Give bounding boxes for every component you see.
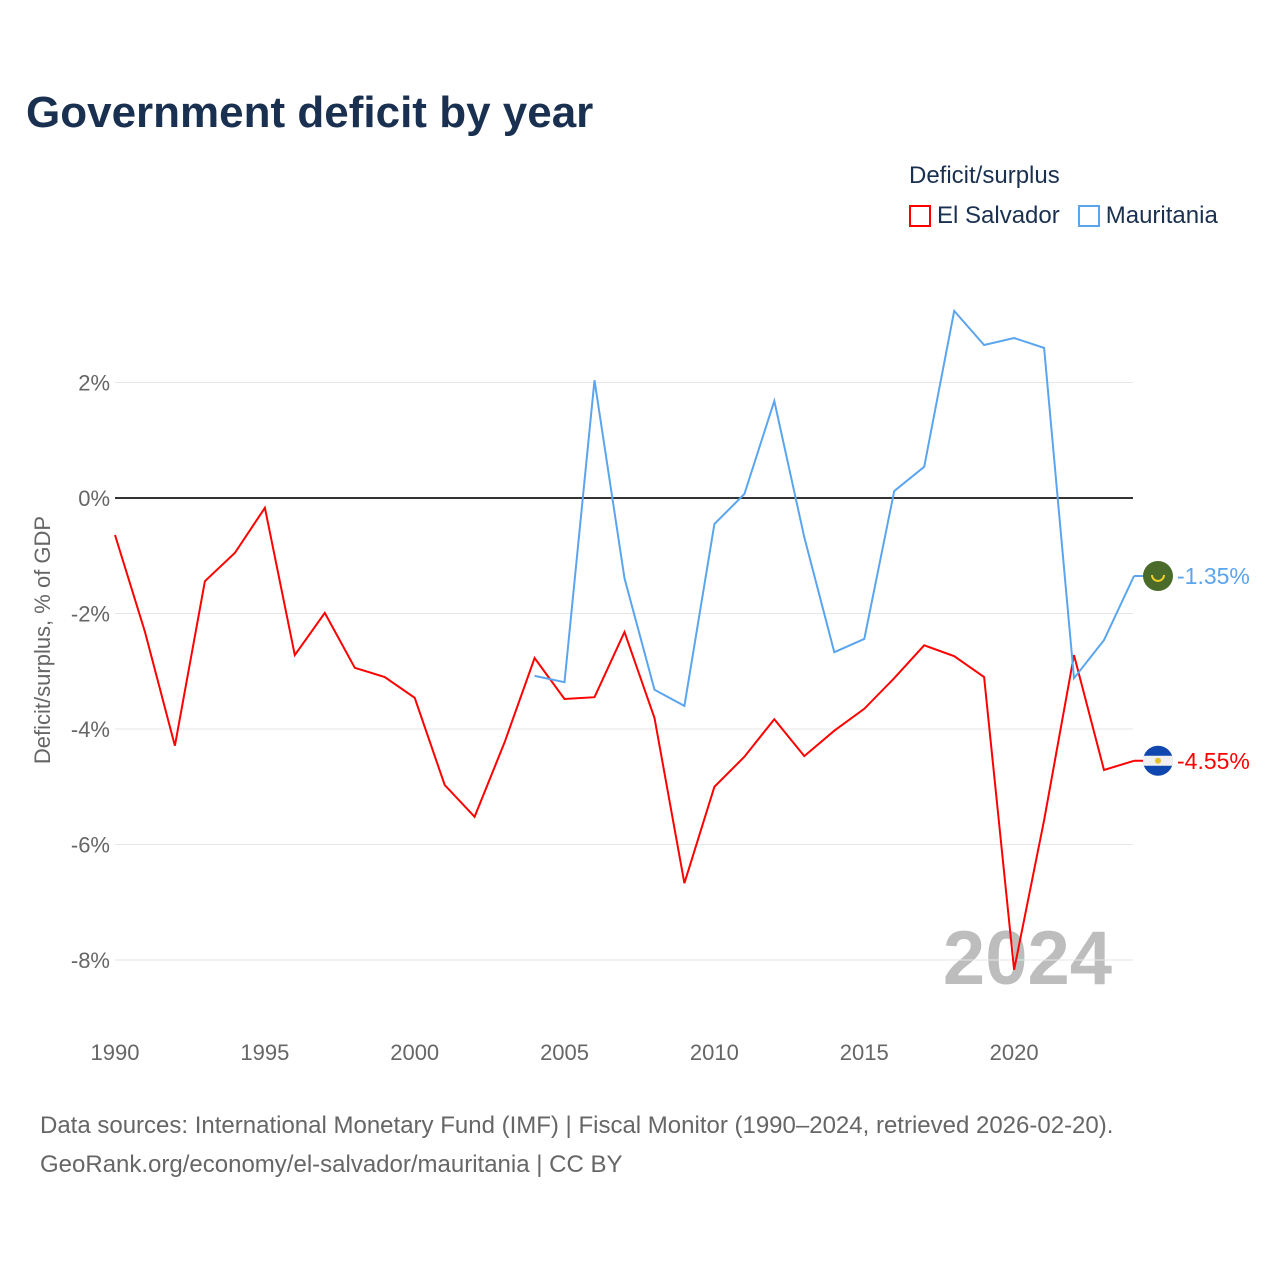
x-tick-label: 2010 xyxy=(690,1040,739,1065)
end-value-label: -1.35% xyxy=(1177,563,1250,589)
x-tick-label: 1995 xyxy=(240,1040,289,1065)
legend-swatch xyxy=(1077,205,1100,227)
source-text: Data sources: International Monetary Fun… xyxy=(40,1112,1114,1139)
y-tick-label: -2% xyxy=(71,602,110,627)
footer: Data sources: International Monetary Fun… xyxy=(40,1106,1113,1184)
legend-title: Deficit/surplus xyxy=(909,162,1060,189)
x-tick-label: 1990 xyxy=(91,1040,140,1065)
x-tick-label: 2015 xyxy=(840,1040,889,1065)
y-tick-label: 0% xyxy=(78,486,110,511)
series-line-el-salvador xyxy=(114,505,1135,970)
y-tick-label: 2% xyxy=(78,371,110,396)
chart-plot: 2024 2% 0% -2% -4% -6% -8% 1990 1995 2000 2005 2010… xyxy=(30,308,1250,1065)
flag-emblem-icon xyxy=(1155,757,1161,764)
x-tick-label: 2005 xyxy=(540,1040,589,1065)
legend-item-mauritania[interactable]: Mauritania xyxy=(1077,202,1218,230)
year-watermark: 2024 xyxy=(943,916,1112,1001)
legend-label: El Salvador xyxy=(937,202,1060,229)
y-tick-label: -6% xyxy=(71,833,110,858)
legend-item-el-salvador[interactable]: El Salvador xyxy=(909,202,1060,230)
attribution-link[interactable]: GeoRank.org/economy/el-salvador/mauritan… xyxy=(40,1151,623,1178)
x-tick-label: 2000 xyxy=(390,1040,439,1065)
flag-crescent-icon xyxy=(1151,574,1165,582)
chart-title: Government deficit by year xyxy=(26,88,594,137)
y-tick-label: -8% xyxy=(71,948,110,973)
series-line-mauritania xyxy=(534,308,1135,708)
legend: Deficit/surplus El Salvador Mauritania xyxy=(909,162,1236,234)
flag-mauritania-icon xyxy=(1143,560,1173,591)
legend-swatch xyxy=(909,205,931,227)
y-axis-label: Deficit/surplus, % of GDP xyxy=(30,516,55,764)
end-value-label: -4.55% xyxy=(1177,748,1250,774)
y-tick-label: -4% xyxy=(71,717,110,742)
x-tick-label: 2020 xyxy=(990,1040,1039,1065)
legend-label: Mauritania xyxy=(1105,202,1218,229)
